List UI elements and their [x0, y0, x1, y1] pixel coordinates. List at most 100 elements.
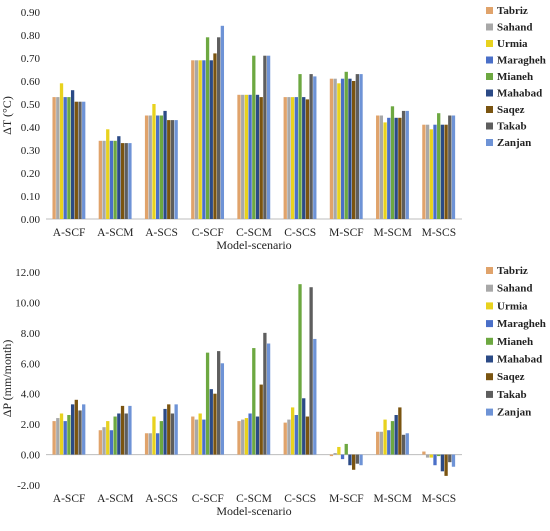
- bar-sahand-c-scs: [287, 419, 291, 455]
- bar-urmia-m-scs: [429, 454, 433, 458]
- bar-mahabad-m-scs: [440, 124, 445, 219]
- bar-maragheh-m-scm: [387, 117, 391, 219]
- bar-takab-a-scs: [170, 120, 175, 219]
- bar-mianeh-c-scs: [298, 74, 302, 219]
- bar-urmia-c-scm: [244, 94, 249, 219]
- x-tick-label: C-SCF: [192, 493, 224, 505]
- legend: Tabriz Sahand Urmia Maragheh Mianeh Mahabad Sa…: [486, 265, 546, 419]
- bar-mianeh-a-scs: [159, 421, 164, 455]
- bar-saqez-m-scs: [444, 124, 448, 219]
- bar-saqez-m-scf: [351, 81, 356, 219]
- legend-label-mianeh: Mianeh: [497, 336, 533, 348]
- legend-swatch-tabriz: [486, 267, 493, 274]
- bar-maragheh-c-scs: [294, 97, 298, 219]
- legend-swatch-tabriz: [486, 7, 493, 14]
- bar-mahabad-c-scf: [209, 60, 213, 219]
- bar-zanjan-a-scm: [128, 143, 132, 219]
- y-tick-label: -2.00: [17, 480, 40, 492]
- bar-mianeh-c-scm: [252, 348, 256, 455]
- bar-maragheh-a-scs: [156, 115, 160, 219]
- legend-label-mianeh: Mianeh: [497, 71, 533, 83]
- y-tick-label: 10.00: [15, 297, 40, 309]
- x-tick-label: A-SCS: [145, 227, 178, 239]
- bar-saqez-m-scm: [398, 407, 402, 455]
- bar-mianeh-m-scs: [437, 454, 441, 457]
- bar-sahand-a-scm: [102, 427, 106, 455]
- bar-mahabad-c-scs: [302, 398, 306, 455]
- legend-swatch-mianeh: [486, 337, 493, 345]
- bar-takab-a-scf: [78, 101, 82, 219]
- legend-label-zanjan: Zanjan: [497, 137, 531, 149]
- bar-takab-m-scm: [401, 434, 406, 455]
- bar-takab-a-scm: [124, 413, 128, 455]
- legend-swatch-mianeh: [486, 73, 493, 80]
- y-tick-label: 8.00: [21, 328, 41, 340]
- bar-tabriz-a-scf: [52, 97, 56, 219]
- bar-mianeh-m-scs: [437, 113, 441, 219]
- bar-tabriz-a-scs: [144, 115, 149, 219]
- legend-label-saqez: Saqez: [497, 104, 525, 116]
- y-tick-label: 12.00: [15, 267, 40, 279]
- bar-mahabad-c-scs: [302, 97, 306, 219]
- x-tick-label: M-SCM: [373, 493, 411, 505]
- y-tick-label: 0.90: [21, 7, 41, 19]
- legend: Tabriz Sahand Urmia Maragheh Mianeh Mahabad Sa…: [486, 5, 546, 149]
- bar-takab-c-scf: [217, 351, 221, 455]
- bar-zanjan-a-scf: [82, 101, 86, 219]
- x-tick-label: A-SCF: [53, 493, 86, 505]
- bar-saqez-a-scs: [167, 404, 171, 455]
- bar-urmia-m-scm: [383, 419, 387, 455]
- bar-maragheh-c-scf: [202, 60, 206, 219]
- x-tick-label: M-SCS: [422, 493, 457, 505]
- bar-saqez-m-scf: [351, 454, 356, 470]
- bar-urmia-c-scf: [198, 413, 202, 455]
- x-tick-label: A-SCS: [145, 493, 178, 505]
- bar-maragheh-c-scf: [202, 419, 206, 455]
- bar-urmia-m-scs: [429, 129, 433, 219]
- bar-maragheh-a-scf: [63, 97, 67, 219]
- x-tick-label: A-SCM: [97, 493, 133, 505]
- legend-swatch-urmia: [486, 40, 493, 47]
- bar-zanjan-c-scm: [266, 343, 271, 455]
- bar-mianeh-a-scm: [113, 416, 117, 455]
- bar-maragheh-c-scs: [294, 415, 298, 455]
- bar-mianeh-a-scs: [159, 115, 164, 219]
- x-tick-label: C-SCS: [284, 227, 316, 239]
- bar-saqez-a-scm: [120, 405, 125, 455]
- bar-zanjan-c-scs: [313, 338, 317, 455]
- bar-mahabad-a-scm: [117, 136, 121, 219]
- bar-saqez-c-scs: [305, 99, 310, 219]
- bar-tabriz-m-scm: [376, 431, 380, 455]
- bar-sahand-m-scm: [379, 115, 384, 219]
- bar-saqez-c-scm: [259, 384, 263, 455]
- x-tick-label: C-SCM: [236, 493, 272, 505]
- y-tick-label: 0.80: [21, 30, 41, 42]
- bar-sahand-c-scs: [287, 97, 291, 219]
- legend-label-takab: Takab: [497, 389, 527, 401]
- bar-sahand-a-scf: [56, 97, 60, 219]
- legend-label-urmia: Urmia: [497, 38, 528, 50]
- x-tick-label: M-SCS: [422, 227, 457, 239]
- bar-saqez-m-scs: [444, 454, 448, 476]
- bar-maragheh-a-scm: [109, 430, 114, 455]
- bar-takab-c-scs: [309, 287, 313, 455]
- y-tick-label: 0.60: [21, 76, 41, 88]
- x-tick-label: C-SCS: [284, 493, 316, 505]
- bar-urmia-a-scm: [106, 421, 110, 455]
- bar-mahabad-m-scf: [348, 454, 352, 466]
- bar-tabriz-m-scs: [422, 451, 426, 455]
- bar-mahabad-c-scm: [255, 416, 260, 455]
- y-axis-label: ΔT (°C): [0, 96, 14, 135]
- bar-saqez-a-scs: [167, 120, 171, 219]
- y-tick-label: 0.20: [21, 168, 41, 180]
- bar-urmia-a-scf: [59, 83, 64, 219]
- legend-label-sahand: Sahand: [497, 22, 532, 34]
- legend-label-mahabad: Mahabad: [497, 354, 542, 366]
- bar-saqez-a-scm: [120, 143, 125, 219]
- bar-takab-a-scs: [170, 413, 175, 455]
- bar-takab-m-scf: [355, 454, 359, 464]
- bar-mahabad-c-scf: [209, 389, 213, 455]
- bar-saqez-a-scf: [74, 101, 78, 219]
- bar-sahand-m-scm: [379, 431, 384, 455]
